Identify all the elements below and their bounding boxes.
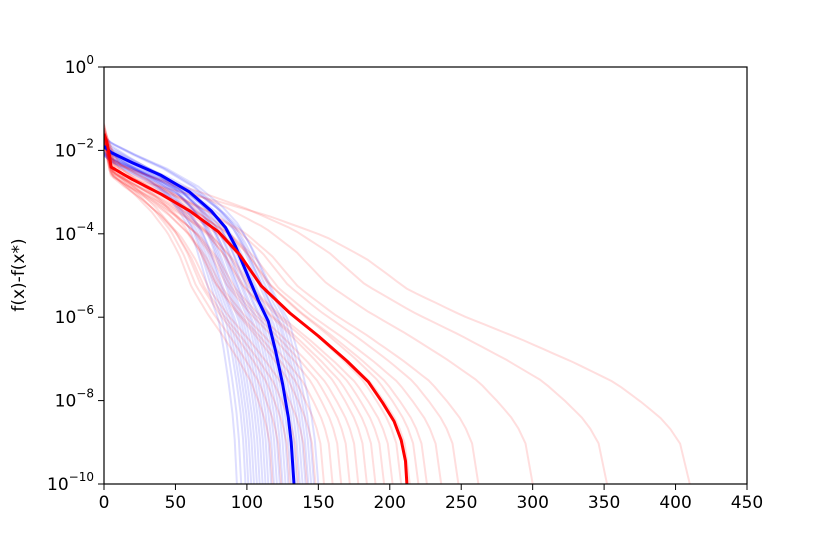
faint-run-line: [104, 132, 343, 484]
faint-run-line: [104, 145, 255, 484]
faint-run-line: [104, 149, 270, 484]
faint-run-line: [104, 137, 261, 484]
faint-run-line: [104, 152, 298, 484]
faint-run-line: [104, 136, 386, 484]
faint-run-line: [104, 135, 274, 484]
y-tick-label: 10−8: [55, 387, 94, 412]
faint-run-line: [104, 147, 267, 484]
faint-run-line: [104, 135, 480, 484]
faint-run-line: [104, 135, 315, 484]
y-tick-exponent: −10: [69, 470, 94, 484]
faint-run-line: [104, 127, 534, 484]
x-tick-label: 50: [165, 493, 187, 513]
y-tick-exponent: −8: [76, 387, 94, 401]
x-tick-label: 200: [374, 493, 406, 513]
x-tick-label: 0: [99, 493, 110, 513]
mean-run-lines: [104, 133, 409, 484]
faint-run-line: [104, 134, 325, 484]
faint-run-line: [104, 129, 291, 484]
x-tick-label: 100: [231, 493, 263, 513]
y-tick-base: 10: [55, 308, 77, 328]
faint-run-line: [104, 141, 287, 484]
x-tick-label: 250: [445, 493, 477, 513]
faint-run-line: [104, 153, 310, 484]
faint-run-line: [104, 136, 304, 484]
faint-run-line: [104, 152, 290, 484]
y-tick-base: 10: [55, 392, 77, 412]
faint-run-line: [104, 139, 334, 484]
faint-run-line: [104, 130, 608, 484]
y-tick-exponent: −2: [76, 136, 94, 150]
faint-run-line: [104, 151, 284, 484]
faint-run-line: [104, 138, 300, 484]
faint-run-line: [104, 154, 278, 484]
faint-run-line: [104, 153, 247, 484]
faint-run-line: [104, 131, 460, 484]
faint-run-line: [104, 137, 351, 484]
x-tick-label: 400: [659, 493, 691, 513]
x-axis: 0 50 100 150 200 250 300 350 400 450: [99, 484, 763, 513]
y-tick-label: 10−2: [55, 136, 94, 161]
y-tick-label: 10−4: [55, 220, 94, 245]
y-tick-base: 10: [55, 141, 77, 161]
y-axis-label: f(x)-f(x*): [9, 238, 29, 311]
faint-run-line: [104, 136, 377, 484]
mean-run-line: [104, 133, 409, 484]
faint-run-line: [104, 140, 691, 484]
faint-run-line: [104, 146, 253, 484]
y-tick-exponent: −4: [76, 220, 94, 234]
y-tick-label: 10−6: [55, 303, 94, 328]
mean-run-line: [104, 145, 296, 484]
faint-run-line: [104, 139, 273, 484]
plot-frame: [103, 66, 748, 485]
x-tick-label: 450: [731, 493, 763, 513]
faint-run-line: [104, 140, 360, 484]
faint-run-line: [104, 135, 307, 484]
faint-run-line: [104, 154, 301, 484]
y-tick-label: 100: [65, 53, 94, 78]
y-tick-base: 10: [55, 225, 77, 245]
y-tick-label: 10−10: [47, 470, 94, 495]
faint-run-line: [104, 151, 320, 484]
y-tick-base: 10: [65, 58, 87, 78]
faint-run-line: [104, 132, 283, 484]
plot-area: [104, 67, 747, 484]
x-tick-label: 300: [516, 493, 548, 513]
faint-run-line: [104, 140, 308, 484]
x-tick-label: 350: [588, 493, 620, 513]
faint-run-line: [104, 125, 420, 484]
x-tick-label: 150: [302, 493, 334, 513]
y-tick-base: 10: [47, 475, 69, 495]
y-tick-exponent: −6: [76, 303, 94, 317]
y-tick-exponent: 0: [86, 53, 94, 67]
